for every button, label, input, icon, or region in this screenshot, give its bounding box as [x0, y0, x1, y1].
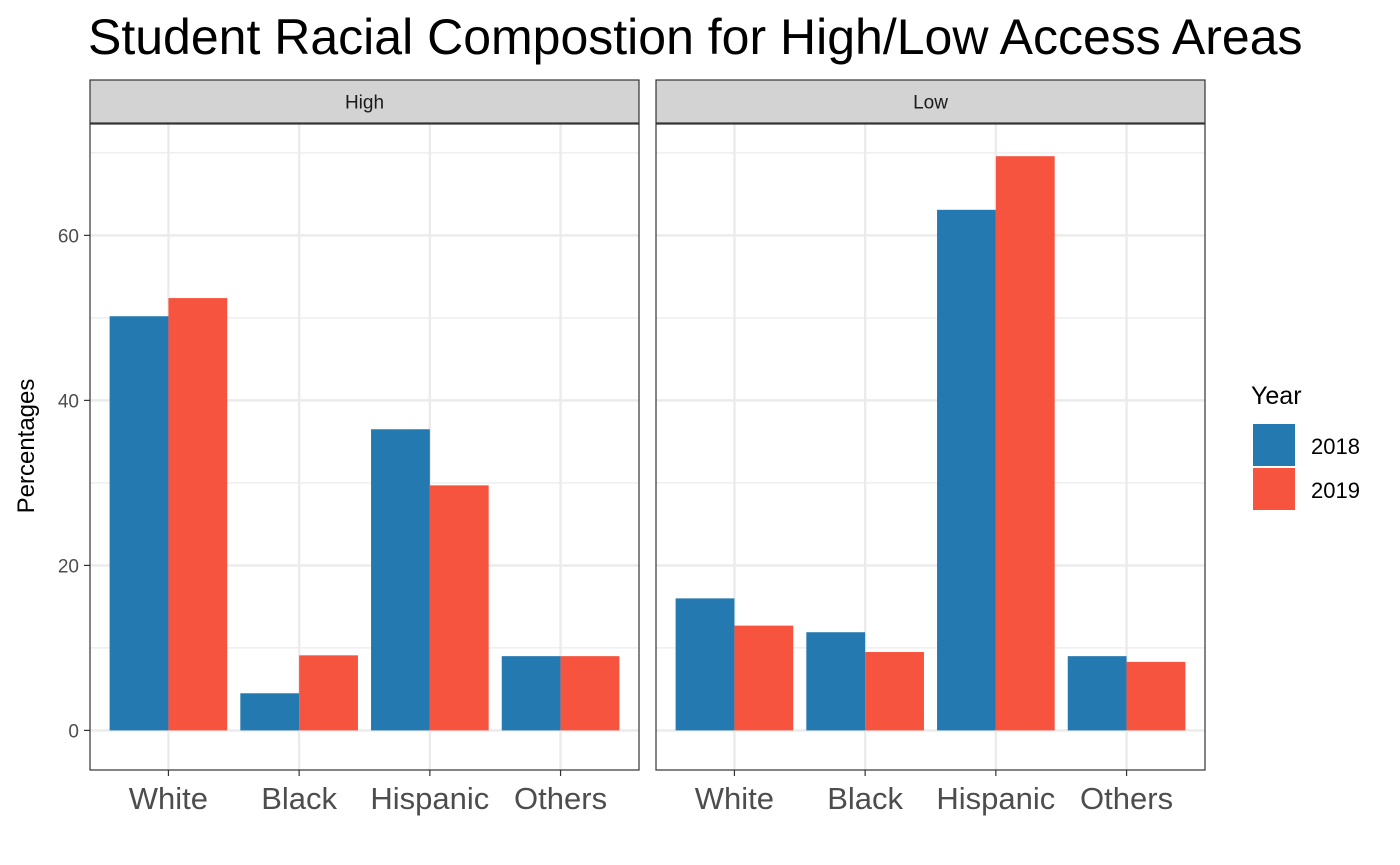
x-tick-label: White	[129, 781, 208, 816]
x-tick-label: Black	[261, 781, 337, 816]
bar-high-black-2018	[240, 693, 300, 731]
legend-title: Year	[1251, 382, 1302, 410]
y-tick-label: 40	[58, 391, 79, 412]
panel-border	[655, 123, 1206, 771]
y-tick-label: 60	[58, 226, 79, 247]
x-tick-label: Black	[827, 781, 903, 816]
bar-low-hispanic-2019	[995, 156, 1055, 731]
bar-high-white-2018	[109, 316, 169, 731]
x-tick-label: Hispanic	[936, 781, 1055, 816]
bar-high-hispanic-2019	[429, 485, 489, 731]
panels: High White Black Hispanic Others 0 20 40 60 Low Wh…	[58, 79, 1206, 816]
bar-high-others-2019	[560, 656, 620, 731]
chart-title: Student Racial Compostion for High/Low A…	[88, 9, 1303, 65]
bar-high-others-2018	[501, 656, 561, 731]
legend-key-2019	[1253, 468, 1295, 510]
x-tick-label: Hispanic	[370, 781, 489, 816]
x-tick-label: White	[695, 781, 774, 816]
y-axis-label: Percentages	[13, 379, 40, 514]
panel-high: High White Black Hispanic Others 0 20 40 60	[58, 79, 640, 816]
panel-low: Low White Black Hispanic Others	[655, 79, 1206, 816]
bar-high-hispanic-2018	[371, 429, 430, 731]
bar-low-black-2018	[806, 632, 866, 731]
legend-key-2018	[1253, 424, 1295, 466]
y-tick-label: 0	[68, 721, 79, 742]
bar-high-white-2019	[168, 298, 228, 731]
legend: Year 2018 2019	[1251, 382, 1360, 510]
strip-label: High	[345, 93, 384, 114]
strip-high	[89, 79, 640, 124]
y-tick-label: 20	[58, 556, 79, 577]
bar-low-white-2019	[734, 625, 794, 731]
legend-label-2018: 2018	[1311, 434, 1360, 459]
panel-border	[89, 123, 640, 771]
strip-low	[655, 79, 1206, 124]
strip-label: Low	[913, 93, 948, 114]
bar-low-white-2018	[675, 598, 735, 731]
bar-low-others-2018	[1067, 656, 1127, 731]
bar-low-hispanic-2018	[937, 209, 996, 731]
legend-label-2019: 2019	[1311, 478, 1360, 503]
bar-high-black-2019	[299, 655, 358, 731]
bar-low-black-2019	[865, 652, 924, 731]
bar-low-others-2019	[1126, 661, 1186, 731]
x-tick-label: Others	[1080, 781, 1173, 816]
x-tick-label: Others	[514, 781, 607, 816]
